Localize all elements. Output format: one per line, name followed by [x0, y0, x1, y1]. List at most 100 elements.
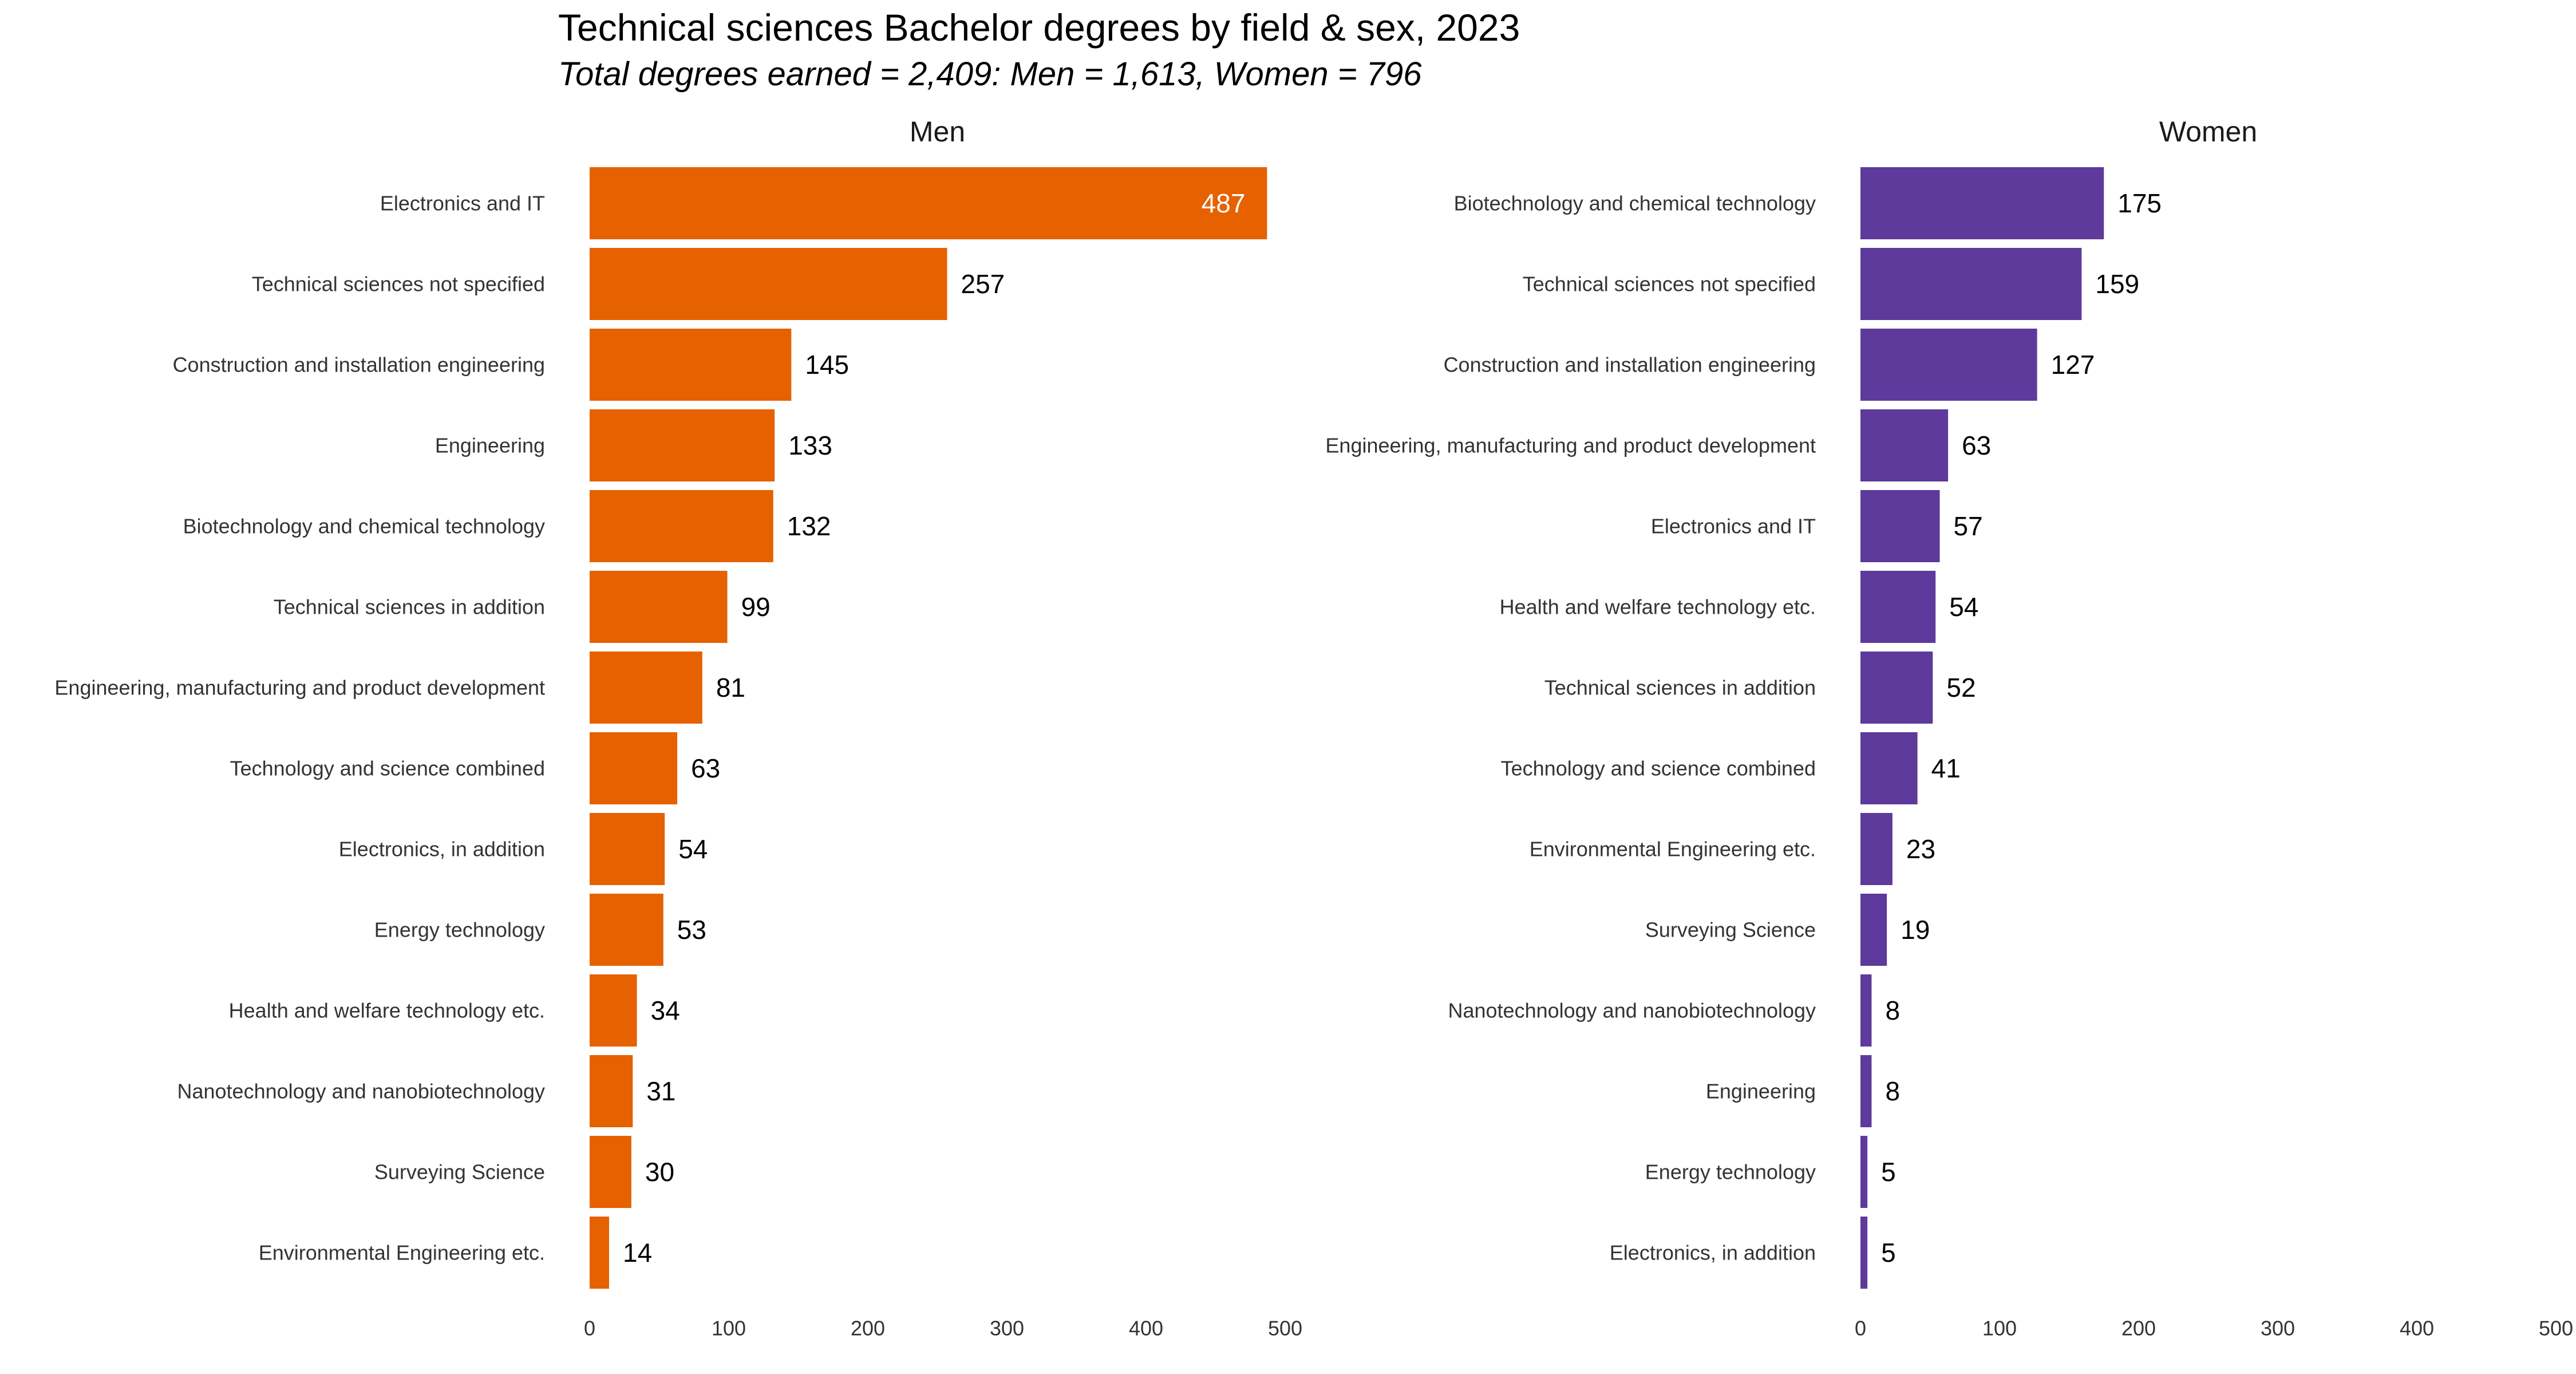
men-x-tick-label: 0 [584, 1317, 595, 1340]
women-bar [1860, 167, 2104, 239]
men-category-label: Surveying Science [374, 1160, 545, 1184]
men-x-tick-label: 500 [1268, 1317, 1302, 1340]
men-value-label: 14 [623, 1238, 652, 1268]
men-value-label: 145 [805, 350, 849, 380]
men-category-label: Engineering [435, 434, 545, 457]
women-category-label: Health and welfare technology etc. [1500, 595, 1816, 619]
men-bar [590, 1055, 633, 1127]
women-bar [1860, 1217, 1868, 1289]
women-value-label: 8 [1885, 996, 1900, 1025]
men-category-label: Technical sciences not specified [252, 273, 545, 296]
men-value-label: 30 [645, 1157, 674, 1187]
women-bar [1860, 571, 1936, 643]
women-x-tick-label: 300 [2261, 1317, 2295, 1340]
men-category-label: Technical sciences in addition [274, 595, 545, 619]
men-category-label: Electronics, in addition [339, 838, 545, 861]
women-category-label: Technical sciences not specified [1523, 273, 1816, 296]
women-category-label: Energy technology [1645, 1160, 1816, 1184]
men-x-tick-label: 100 [712, 1317, 746, 1340]
men-bar [590, 974, 637, 1047]
women-value-label: 41 [1931, 753, 1961, 783]
women-bar [1860, 652, 1933, 724]
men-bar [590, 248, 947, 320]
women-category-label: Construction and installation engineerin… [1444, 353, 1816, 377]
men-category-label: Electronics and IT [380, 192, 545, 215]
women-value-label: 8 [1885, 1076, 1900, 1106]
women-value-label: 52 [1946, 673, 1976, 702]
chart-subtitle: Total degrees earned = 2,409: Men = 1,61… [558, 56, 1422, 93]
men-bar [590, 490, 773, 562]
men-category-label: Biotechnology and chemical technology [183, 515, 545, 538]
men-value-label: 133 [788, 431, 832, 460]
women-bar [1860, 490, 1940, 562]
men-value-label: 63 [691, 753, 720, 783]
men-category-label: Environmental Engineering etc. [259, 1241, 545, 1265]
women-bar [1860, 1136, 1868, 1208]
women-category-label: Engineering [1706, 1080, 1816, 1103]
women-value-label: 57 [1954, 511, 1983, 541]
women-value-label: 5 [1881, 1157, 1896, 1187]
women-value-label: 19 [1901, 915, 1930, 945]
women-x-tick-label: 100 [1982, 1317, 2017, 1340]
women-category-label: Biotechnology and chemical technology [1454, 192, 1816, 215]
men-value-label: 31 [646, 1076, 675, 1106]
men-bar [590, 813, 665, 885]
men-category-label: Engineering, manufacturing and product d… [54, 676, 545, 700]
men-bar [590, 1136, 631, 1208]
men-x-tick-label: 200 [851, 1317, 885, 1340]
men-bar [590, 732, 678, 804]
women-bar [1860, 813, 1893, 885]
men-category-label: Technology and science combined [230, 757, 545, 780]
women-x-tick-label: 400 [2400, 1317, 2434, 1340]
women-bar [1860, 409, 1949, 481]
men-x-tick-label: 400 [1129, 1317, 1163, 1340]
women-value-label: 5 [1881, 1238, 1896, 1268]
men-value-label: 53 [677, 915, 706, 945]
men-category-label: Construction and installation engineerin… [173, 353, 545, 377]
men-value-label: 487 [1202, 188, 1246, 218]
women-category-label: Electronics and IT [1651, 515, 1816, 538]
women-category-label: Electronics, in addition [1610, 1241, 1816, 1265]
men-value-label: 54 [678, 834, 708, 864]
women-value-label: 23 [1906, 834, 1935, 864]
women-bar [1860, 248, 2082, 320]
chart-title: Technical sciences Bachelor degrees by f… [558, 6, 1520, 49]
women-category-label: Surveying Science [1645, 918, 1816, 942]
men-bar [590, 1217, 610, 1289]
men-bar [590, 409, 775, 481]
women-bar [1860, 974, 1872, 1047]
women-value-label: 127 [2051, 350, 2095, 380]
men-panel-title: Men [910, 116, 965, 148]
women-bar [1860, 732, 1918, 804]
men-bar [590, 652, 702, 724]
men-bar [590, 167, 1267, 239]
men-value-label: 257 [961, 269, 1005, 299]
women-panel-title: Women [2159, 116, 2257, 148]
women-bar [1860, 894, 1887, 966]
men-value-label: 132 [787, 511, 831, 541]
men-category-label: Nanotechnology and nanobiotechnology [177, 1080, 545, 1103]
men-bar [590, 894, 663, 966]
men-panel: Men Electronics and IT 487 Technical scienc… [54, 116, 1302, 1340]
women-value-label: 54 [1949, 592, 1978, 622]
women-category-label: Environmental Engineering etc. [1530, 838, 1816, 861]
men-value-label: 34 [651, 996, 680, 1025]
men-bar [590, 329, 792, 401]
women-category-label: Nanotechnology and nanobiotechnology [1448, 999, 1816, 1022]
women-x-tick-label: 500 [2539, 1317, 2573, 1340]
men-bar [590, 571, 728, 643]
women-bar [1860, 329, 2037, 401]
men-category-label: Health and welfare technology etc. [229, 999, 545, 1022]
women-panel: Women Biotechnology and chemical technolo… [1325, 116, 2573, 1340]
women-category-label: Engineering, manufacturing and product d… [1325, 434, 1816, 457]
women-bar [1860, 1055, 1872, 1127]
women-value-label: 159 [2095, 269, 2139, 299]
women-value-label: 175 [2117, 188, 2162, 218]
men-x-tick-label: 300 [990, 1317, 1024, 1340]
women-x-tick-label: 0 [1855, 1317, 1866, 1340]
men-value-label: 99 [741, 592, 771, 622]
women-x-tick-label: 200 [2121, 1317, 2156, 1340]
women-value-label: 63 [1962, 431, 1991, 460]
women-category-label: Technology and science combined [1501, 757, 1816, 780]
